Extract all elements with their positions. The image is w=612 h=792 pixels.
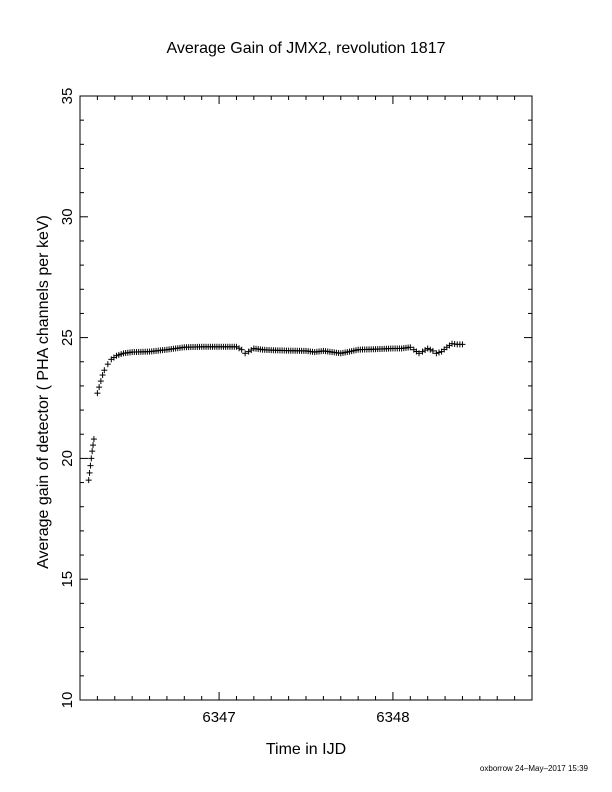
data-point [89,448,96,455]
y-tick-label: 20 [59,450,76,467]
data-point [96,384,103,391]
y-tick-label: 35 [59,88,76,105]
data-point [87,462,94,469]
y-tick-label: 25 [59,329,76,346]
y-tick-label: 10 [59,692,76,709]
data-point [233,343,240,350]
x-axis: 6347 6348 [96,96,516,726]
data-point [85,477,92,484]
x-axis-label: Time in IJD [266,741,346,758]
data-point [104,361,111,368]
y-axis-label: Average gain of detector ( PHA channels … [35,215,52,569]
plot-frame [79,95,533,701]
y-axis: 10 15 20 25 30 35 [59,88,532,709]
data-point [86,469,93,476]
data-point [424,345,431,352]
data-point [422,347,429,354]
data-series [85,340,466,484]
y-tick-label: 15 [59,571,76,588]
data-point [88,455,95,462]
data-point [97,378,104,385]
data-point [94,390,101,397]
data-point [407,344,414,351]
data-point [459,341,466,348]
data-point [416,350,422,357]
y-tick-label: 30 [59,208,76,225]
data-point [90,442,97,449]
data-point [429,347,436,354]
chart-title: Average Gain of JMX2, revolution 1817 [167,40,446,57]
data-point [236,345,243,352]
data-point [90,436,97,443]
footer-credit: oxborrow 24–May–2017 15:39 [480,764,589,773]
data-point [242,350,249,357]
data-point [248,347,255,354]
data-point [101,367,108,374]
x-tick-label: 6348 [376,709,409,726]
data-point [435,349,442,356]
data-point [238,346,245,353]
data-point [427,346,434,353]
x-tick-label: 6347 [202,709,235,726]
data-point [433,350,440,357]
data-point [99,372,106,379]
